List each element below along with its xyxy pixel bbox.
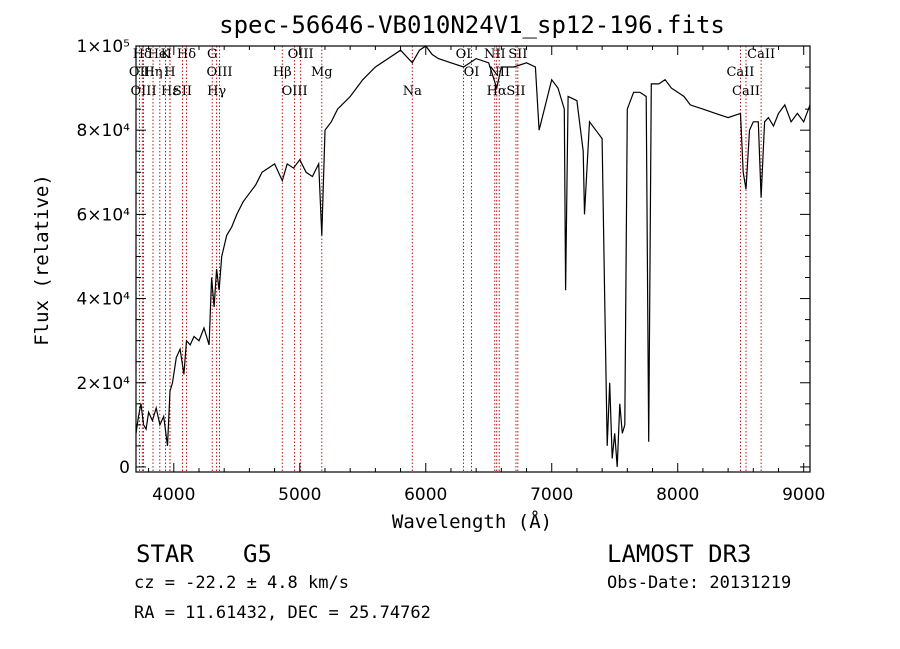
y-tick-label: 2×10⁴ xyxy=(76,374,130,394)
marker-label: Na xyxy=(403,84,422,99)
marker-labels: Hδ OII OIII KH Hε HeI Hη SII Hδ OIII Hγ G Hβ OIII OIII… xyxy=(129,47,775,99)
x-tick-label: 7000 xyxy=(530,485,573,505)
marker-label: Hγ xyxy=(207,84,226,99)
x-tick-label: 5000 xyxy=(278,485,321,505)
marker-label: NII xyxy=(488,65,510,80)
marker-label: NII xyxy=(484,47,506,62)
subclass-label: G5 xyxy=(243,540,272,568)
marker-label: H xyxy=(164,65,175,80)
classification-label: STAR xyxy=(136,540,194,568)
marker-label: Hη xyxy=(143,65,162,80)
marker-label: OIII xyxy=(206,65,232,80)
marker-lines xyxy=(138,46,762,472)
marker-label: OIII xyxy=(131,84,157,99)
marker-label: Hα xyxy=(487,84,507,99)
marker-label: OII xyxy=(129,65,150,80)
spectrum-line xyxy=(135,45,811,467)
y-tick-label: 6×10⁴ xyxy=(76,205,130,225)
x-tick-label: 9000 xyxy=(782,485,825,505)
marker-label: OIII xyxy=(282,84,308,99)
marker-label: Hδ xyxy=(177,47,196,62)
obs-date-text: Obs-Date: 20131219 xyxy=(607,573,792,593)
survey-label: LAMOST DR3 xyxy=(607,540,752,568)
marker-label: SII xyxy=(173,84,192,99)
marker-label: Hε xyxy=(161,84,179,99)
coordinates-text: RA = 11.61432, DEC = 25.74762 xyxy=(134,603,431,623)
y-tick-label: 1×10⁵ xyxy=(76,37,130,57)
plot-frame xyxy=(135,45,811,473)
marker-label: Mg xyxy=(311,65,333,80)
redshift-text: cz = -22.2 ± 4.8 km/s xyxy=(134,573,349,593)
marker-label: OI xyxy=(464,65,480,80)
chart-title: spec-56646-VB010N24V1_sp12-196.fits xyxy=(219,11,725,39)
y-tick-label: 0 xyxy=(119,458,130,478)
marker-label: SII xyxy=(506,84,525,99)
x-tick-label: 6000 xyxy=(404,485,447,505)
marker-label: Hβ xyxy=(273,65,292,80)
marker-label: OIII xyxy=(288,47,314,62)
y-tick-label: 4×10⁴ xyxy=(76,290,130,310)
marker-label: HeI xyxy=(148,47,172,62)
marker-label: G xyxy=(207,47,217,62)
marker-label: CaII xyxy=(726,65,754,80)
marker-label: CaII xyxy=(732,84,760,99)
marker-label: K xyxy=(161,47,171,62)
y-axis: 0 2×10⁴ 4×10⁴ 6×10⁴ 8×10⁴ 1×10⁵ xyxy=(76,37,810,478)
marker-label: SII xyxy=(508,47,527,62)
marker-label: Hδ xyxy=(133,47,152,62)
x-tick-label: 4000 xyxy=(152,485,195,505)
x-axis-label: Wavelength (Å) xyxy=(392,510,552,533)
x-axis: 4000 5000 6000 7000 8000 9000 xyxy=(148,46,825,505)
marker-label: OI xyxy=(456,47,472,62)
y-axis-label: Flux (relative) xyxy=(31,174,53,346)
marker-label: CaII xyxy=(747,47,775,62)
y-tick-label: 8×10⁴ xyxy=(76,121,130,141)
x-tick-label: 8000 xyxy=(656,485,699,505)
